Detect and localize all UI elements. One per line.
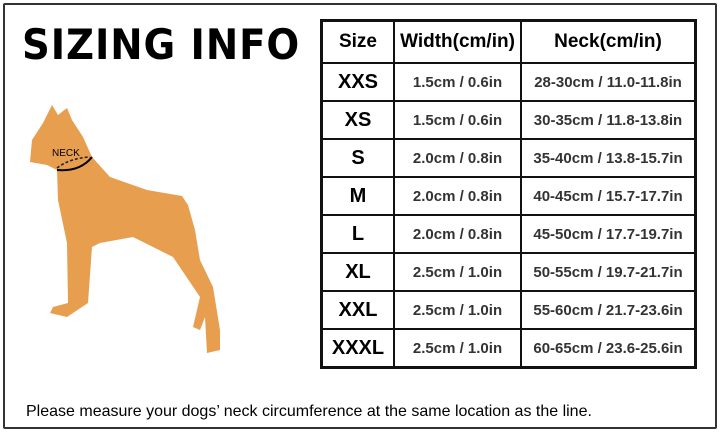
dog-diagram: NECK (30, 105, 220, 353)
cell-width: 1.5cm / 0.6in (393, 62, 522, 102)
cell-neck: 50-55cm / 19.7-21.7in (520, 252, 697, 292)
cell-size: M (320, 176, 395, 216)
cell-size: L (320, 214, 395, 254)
neck-dashed-line (56, 156, 91, 169)
header-width: Width(cm/in) (393, 19, 522, 64)
cell-size: XXS (320, 62, 395, 102)
cell-size: XXXL (320, 328, 395, 369)
header-size: Size (320, 19, 395, 64)
cell-width: 2.0cm / 0.8in (393, 214, 522, 254)
table-row: L 2.0cm / 0.8in 45-50cm / 17.7-19.7in (320, 214, 697, 254)
cell-size: XXL (320, 290, 395, 330)
page-title: SIZING INFO (22, 20, 301, 69)
dog-silhouette (30, 105, 220, 353)
cell-neck: 45-50cm / 17.7-19.7in (520, 214, 697, 254)
cell-neck: 35-40cm / 13.8-15.7in (520, 138, 697, 178)
cell-size: XL (320, 252, 395, 292)
cell-neck: 55-60cm / 21.7-23.6in (520, 290, 697, 330)
cell-neck: 60-65cm / 23.6-25.6in (520, 328, 697, 369)
table-row: XXL 2.5cm / 1.0in 55-60cm / 21.7-23.6in (320, 290, 697, 330)
cell-width: 2.5cm / 1.0in (393, 328, 522, 369)
cell-width: 2.0cm / 0.8in (393, 176, 522, 216)
table-row: S 2.0cm / 0.8in 35-40cm / 13.8-15.7in (320, 138, 697, 178)
cell-neck: 40-45cm / 15.7-17.7in (520, 176, 697, 216)
neck-label: NECK (52, 148, 80, 159)
cell-width: 2.0cm / 0.8in (393, 138, 522, 178)
table-row: M 2.0cm / 0.8in 40-45cm / 15.7-17.7in (320, 176, 697, 216)
frame (3, 3, 717, 429)
table-header: Size Width(cm/in) Neck(cm/in) (320, 19, 697, 64)
table-row: XXXL 2.5cm / 1.0in 60-65cm / 23.6-25.6in (320, 328, 697, 369)
table-row: XXS 1.5cm / 0.6in 28-30cm / 11.0-11.8in (320, 62, 697, 102)
cell-width: 2.5cm / 1.0in (393, 290, 522, 330)
neck-line (56, 156, 93, 172)
cell-size: S (320, 138, 395, 178)
table-row: XL 2.5cm / 1.0in 50-55cm / 19.7-21.7in (320, 252, 697, 292)
measure-note: Please measure your dogs’ neck circumfer… (26, 403, 592, 420)
header-neck: Neck(cm/in) (520, 19, 697, 64)
cell-size: XS (320, 100, 395, 140)
size-table: Size Width(cm/in) Neck(cm/in) XXS 1.5cm /… (320, 19, 697, 369)
cell-width: 2.5cm / 1.0in (393, 252, 522, 292)
table-row: XS 1.5cm / 0.6in 30-35cm / 11.8-13.8in (320, 100, 697, 140)
cell-neck: 28-30cm / 11.0-11.8in (520, 62, 697, 102)
cell-neck: 30-35cm / 11.8-13.8in (520, 100, 697, 140)
cell-width: 1.5cm / 0.6in (393, 100, 522, 140)
